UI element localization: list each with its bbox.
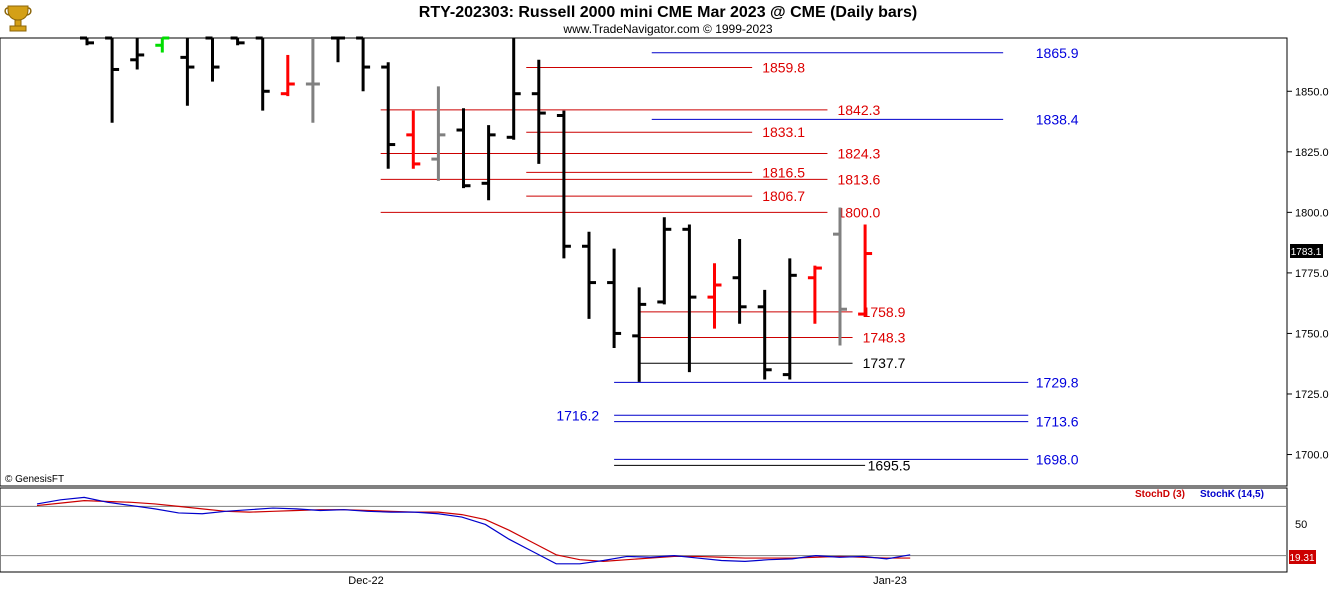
level-label-1748.3: 1748.3 — [863, 330, 906, 346]
stoch-last-tag: 19.31 — [1289, 553, 1314, 564]
ohlc-bar — [305, 38, 320, 123]
level-label-1695.5: 1695.5 — [868, 457, 911, 473]
price-panel — [0, 37, 1288, 487]
x-label-dec22: Dec-22 — [348, 575, 383, 587]
level-lines: 1865.9 1859.8 1842.3 1838.4 1833.1 1824.3 1816… — [380, 45, 1079, 473]
ohlc-bar — [180, 38, 195, 106]
stoch-panel — [0, 487, 1288, 573]
chart-subtitle: www.TradeNavigator.com © 1999-2023 — [562, 22, 772, 36]
level-label-1698.0: 1698.0 — [1036, 451, 1079, 467]
level-label-1729.8: 1729.8 — [1036, 374, 1079, 390]
ohlc-bar — [456, 108, 471, 189]
ohlc-bar — [280, 54, 295, 97]
ohlc-bar — [657, 217, 672, 305]
level-label-1865.9: 1865.9 — [1036, 45, 1079, 61]
level-label-1824.3: 1824.3 — [837, 146, 880, 162]
ohlc-bar — [381, 62, 396, 169]
ohlc-bar — [406, 110, 421, 169]
level-label-1833.1: 1833.1 — [762, 124, 805, 140]
level-label-1737.7: 1737.7 — [863, 355, 906, 371]
ohlc-bar — [833, 207, 847, 346]
ohlc-bar — [506, 38, 521, 140]
gold-trophy-logo-icon — [4, 5, 32, 32]
ohlc-bar — [481, 125, 496, 201]
price-tick-label: 1700.0 — [1295, 450, 1329, 462]
level-label-1713.6: 1713.6 — [1036, 414, 1079, 430]
chart-title: RTY-202303: Russell 2000 mini CME Mar 20… — [419, 4, 917, 21]
stoch-line-d — [36, 500, 911, 562]
x-label-jan23: Jan-23 — [873, 575, 907, 587]
ohlc-bar — [707, 263, 722, 329]
ohlc-bar — [682, 224, 697, 373]
price-bars — [80, 36, 873, 382]
ohlc-bar — [582, 231, 596, 319]
price-tick-label: 1800.0 — [1295, 207, 1329, 219]
copyright-label: © GenesisFT — [5, 474, 64, 485]
ohlc-bar — [80, 36, 94, 46]
ohlc-bar — [807, 265, 822, 324]
stoch-tag-bg — [1289, 550, 1316, 564]
stoch-tick-50: 50 — [1295, 519, 1307, 531]
ohlc-bar — [607, 248, 622, 348]
last-price-tag-bg — [1290, 244, 1323, 258]
price-tick-label: 1825.0 — [1295, 147, 1329, 159]
ohlc-bar — [757, 289, 772, 380]
level-label-1758.9: 1758.9 — [863, 304, 906, 320]
level-label-1842.3: 1842.3 — [837, 102, 880, 118]
price-tick-label: 1850.0 — [1295, 86, 1329, 98]
ohlc-bar — [858, 224, 873, 317]
ohlc-bar — [105, 36, 120, 123]
last-price-tag: 1783.1 — [1291, 247, 1322, 258]
ohlc-bar — [556, 110, 571, 259]
ohlc-bar — [205, 36, 220, 82]
price-tick-label: 1775.0 — [1295, 268, 1329, 280]
legend-stochk: StochK (14,5) — [1200, 489, 1264, 500]
ohlc-bar — [255, 36, 270, 111]
price-tick-label: 1725.0 — [1295, 389, 1329, 401]
legend-stochd: StochD (3) — [1135, 489, 1185, 500]
ohlc-bar — [632, 287, 647, 382]
price-axis: 1700.0 1725.0 1750.0 1775.0 1800.0 1825.0 1850… — [1287, 86, 1329, 462]
stochastic-panel — [0, 496, 1287, 565]
level-label-1859.8: 1859.8 — [762, 60, 805, 76]
level-label-1806.7: 1806.7 — [762, 188, 805, 204]
ohlc-bar — [155, 36, 170, 53]
ohlc-bar — [782, 258, 797, 380]
ohlc-bar — [130, 38, 145, 70]
ohlc-bar — [356, 36, 371, 92]
stoch-line-k — [36, 496, 911, 565]
ohlc-bar — [531, 59, 546, 164]
ohlc-bar — [732, 238, 747, 324]
level-label-1816.5: 1816.5 — [762, 164, 805, 180]
ohlc-bar — [431, 86, 446, 181]
level-label-1813.6: 1813.6 — [837, 171, 880, 187]
level-label-1800.0: 1800.0 — [837, 204, 880, 220]
ohlc-bar — [230, 36, 245, 46]
level-label-1716.2: 1716.2 — [556, 407, 599, 423]
price-tick-label: 1750.0 — [1295, 328, 1329, 340]
level-label-1838.4: 1838.4 — [1036, 111, 1079, 127]
ohlc-bar — [331, 36, 345, 63]
